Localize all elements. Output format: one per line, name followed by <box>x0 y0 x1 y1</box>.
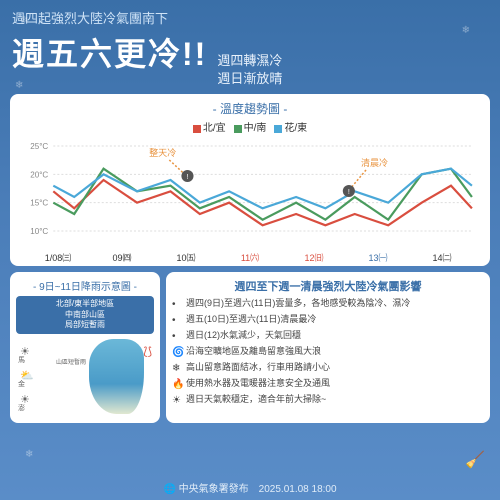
forecast-panel: 週四至下週一清晨強烈大陸冷氣團影響 •週四(9日)至週六(11日)雲量多，各地感… <box>166 272 490 422</box>
rain-panel: - 9日~11日降雨示意圖 - 北部/東半部地區中南部山區局部短暫雨 ☀ 馬 ⛅… <box>10 272 160 422</box>
temp-chart: - 溫度趨勢圖 - 北/宜中/南花/東 25°C20°C15°C10°C整天冷!… <box>10 94 490 266</box>
svg-text:!: ! <box>348 189 350 196</box>
svg-text:清晨冷: 清晨冷 <box>361 157 388 168</box>
svg-text:25°C: 25°C <box>30 142 48 151</box>
svg-text:15°C: 15°C <box>30 199 48 208</box>
svg-text:10°C: 10°C <box>30 227 48 236</box>
footer: 🌐 中央氣象署發布 2025.01.08 18:00 <box>0 480 500 495</box>
svg-text:20°C: 20°C <box>30 171 48 180</box>
headline: 週五六更冷!! <box>12 29 207 75</box>
svg-text:整天冷: 整天冷 <box>149 147 176 158</box>
broom-icon: 🧹 <box>465 450 485 470</box>
subtitle: 週四起強烈大陸冷氣團南下 <box>0 0 500 29</box>
sub-info: 週四轉濕冷週日漸放晴 <box>217 52 282 88</box>
svg-text:!: ! <box>186 174 188 181</box>
